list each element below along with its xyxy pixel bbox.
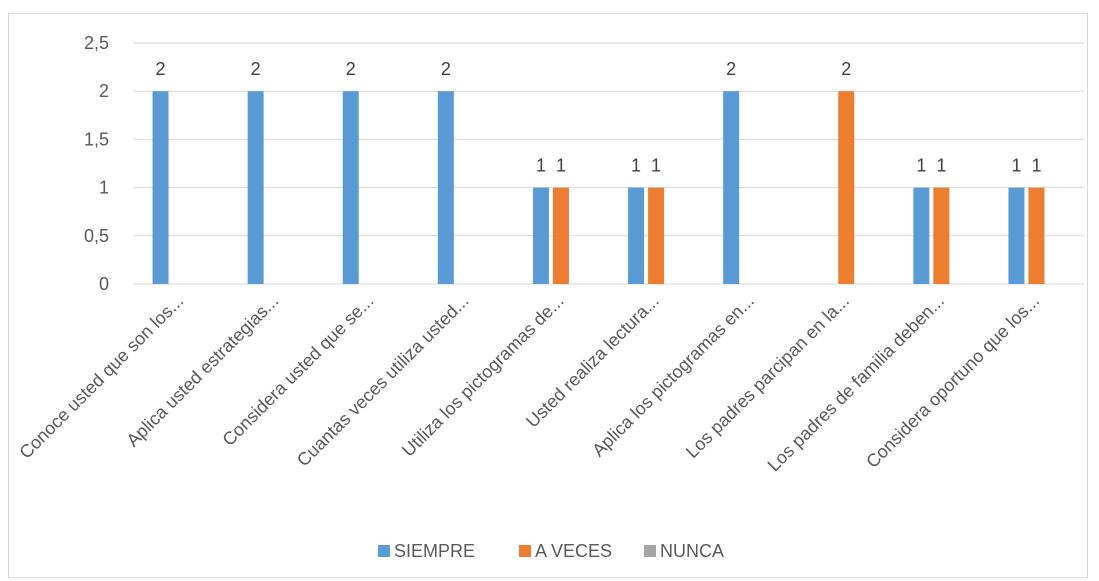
legend-swatch bbox=[644, 545, 656, 557]
x-tick-label: Considera oportuno que los... bbox=[862, 291, 1043, 472]
data-label: 2 bbox=[841, 59, 851, 79]
legend-label: SIEMPRE bbox=[394, 541, 475, 561]
y-tick-label: 0,5 bbox=[84, 226, 109, 246]
y-tick-label: 0 bbox=[99, 274, 109, 294]
legend-swatch bbox=[519, 545, 531, 557]
x-tick-label: Los padres de familia deben... bbox=[764, 291, 949, 476]
bar-a-veces bbox=[933, 187, 950, 284]
x-tick-label: Utiliza los pictogramas de... bbox=[398, 291, 568, 461]
bar-siempre bbox=[247, 91, 264, 284]
bar-siempre bbox=[532, 187, 549, 284]
legend-label: NUNCA bbox=[660, 541, 724, 561]
data-labels: 2 2 2 21 1 1 12 21 1 1 1 bbox=[156, 59, 1042, 175]
bar-siempre bbox=[913, 187, 930, 284]
chart-frame bbox=[8, 13, 1088, 578]
bars bbox=[152, 91, 1045, 284]
bar-siempre bbox=[152, 91, 169, 284]
y-tick-label: 1,5 bbox=[84, 129, 109, 149]
x-axis-labels: Conoce usted que son los...Aplica usted … bbox=[15, 291, 1043, 476]
bar-a-veces bbox=[1028, 187, 1045, 284]
data-label: 2 bbox=[441, 59, 451, 79]
bar-a-veces bbox=[552, 187, 569, 284]
data-label: 1 bbox=[936, 156, 946, 176]
data-label: 2 bbox=[251, 59, 261, 79]
data-label: 2 bbox=[156, 59, 166, 79]
y-tick-label: 2,5 bbox=[84, 33, 109, 53]
data-label: 2 bbox=[346, 59, 356, 79]
legend-swatch bbox=[378, 545, 390, 557]
bar-siempre bbox=[723, 91, 740, 284]
bar-a-veces bbox=[648, 187, 665, 284]
data-label: 1 bbox=[1031, 156, 1041, 176]
x-tick-label: Conoce usted que son los... bbox=[15, 291, 187, 463]
legend: SIEMPRE A VECES NUNCA bbox=[378, 541, 724, 561]
data-label: 1 bbox=[1011, 156, 1021, 176]
bar-siempre bbox=[1008, 187, 1025, 284]
legend-label: A VECES bbox=[535, 541, 612, 561]
y-tick-label: 2 bbox=[99, 81, 109, 101]
x-tick-label: Los padres parcipan en la... bbox=[682, 291, 853, 462]
x-tick-label: Aplica usted estrategias... bbox=[123, 291, 283, 451]
bar-siempre bbox=[342, 91, 359, 284]
data-label: 1 bbox=[651, 156, 661, 176]
bar-siempre bbox=[437, 91, 454, 284]
data-label: 2 bbox=[726, 59, 736, 79]
x-tick-label: Considera usted que se... bbox=[218, 291, 377, 450]
y-axis-ticks: 0 0,5 1 1,5 2 2,5 bbox=[84, 33, 109, 294]
data-label: 1 bbox=[536, 156, 546, 176]
x-tick-label: Aplica los pictogramas en... bbox=[588, 291, 758, 461]
x-tick-label: Cuantas veces utiliza usted... bbox=[293, 291, 473, 471]
data-label: 1 bbox=[916, 156, 926, 176]
data-label: 1 bbox=[556, 156, 566, 176]
bar-a-veces bbox=[838, 91, 855, 284]
data-label: 1 bbox=[631, 156, 641, 176]
bar-siempre bbox=[628, 187, 645, 284]
y-tick-label: 1 bbox=[99, 178, 109, 198]
